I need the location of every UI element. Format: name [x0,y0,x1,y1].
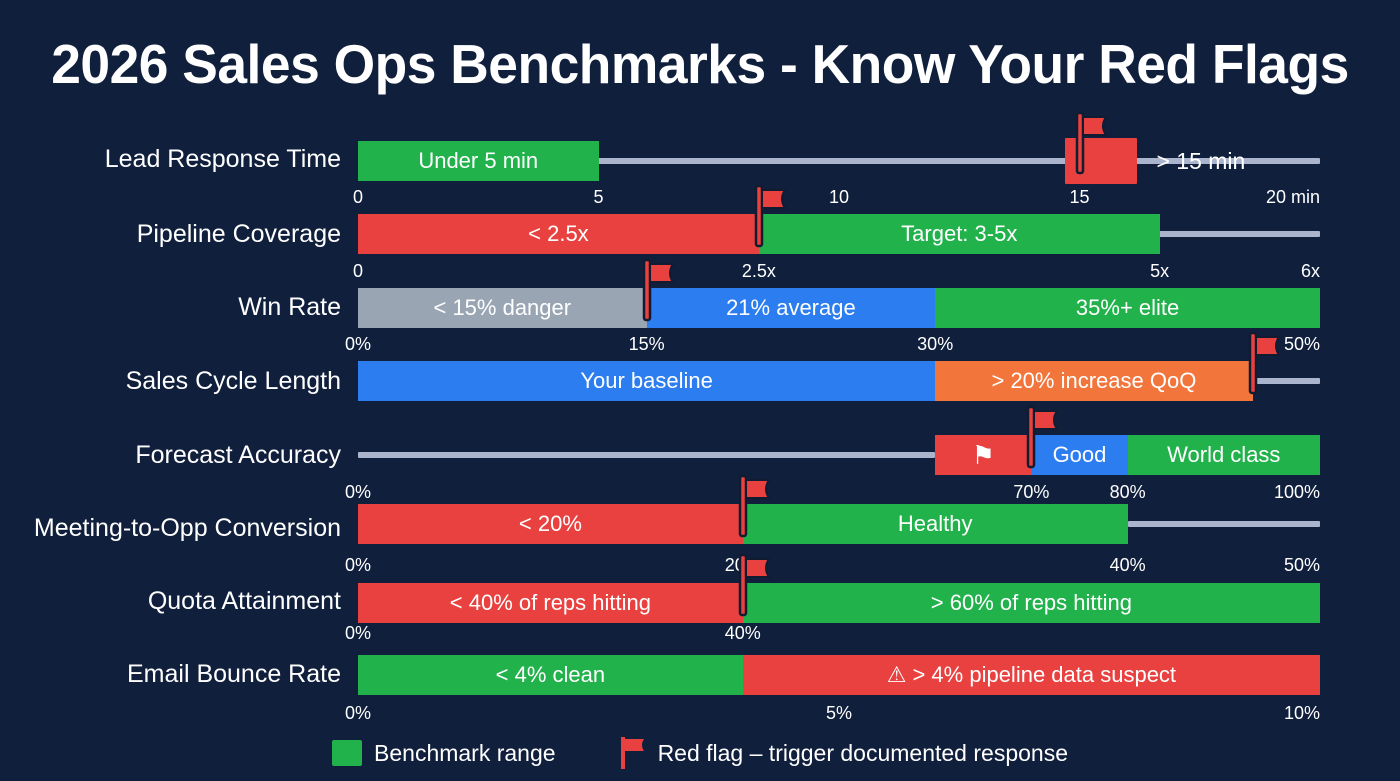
axis-track [1252,378,1320,384]
benchmark-segment: < 4% clean [358,655,743,695]
axis-tick-label: 15 [1069,187,1090,207]
axis-tick-label: 70% [1013,482,1050,502]
axis-tick-label: 2.5x [741,261,776,281]
chart-legend: Benchmark range Red flag – trigger docum… [0,736,1400,770]
row-label: Forecast Accuracy [135,441,341,469]
benchmark-segment: > 20% increase QoQ [935,361,1253,401]
benchmark-segment: Under 5 min [358,141,599,181]
segment-label: Under 5 min [418,148,539,173]
legend-label: Red flag – trigger documented response [657,739,1068,766]
segment-label: < 20% [518,511,582,536]
red-flag-icon [1026,405,1060,469]
axis-tick-label: 80% [1109,482,1146,502]
segment-label: > 20% increase QoQ [991,368,1197,393]
legend-item-red-flag: Red flag – trigger documented response [620,736,1068,770]
legend-label: Benchmark range [374,739,556,766]
row-label: Lead Response Time [104,145,341,173]
red-flag-icon [738,474,772,538]
red-flag-icon [642,258,676,322]
axis-tick-label: 0% [344,334,372,354]
segment-label: 35%+ elite [1075,295,1180,320]
axis-track [358,158,1320,164]
segment-label: > 4% pipeline data suspect [912,662,1177,687]
row-label: Sales Cycle Length [125,367,341,395]
row-label: Quota Attainment [147,587,341,615]
benchmark-segment: < 40% of reps hitting [358,583,743,623]
axis-tick-label: 5x [1150,261,1170,281]
benchmark-segment: ⚠ > 4% pipeline data suspect [742,655,1320,695]
red-flag-icon [1248,331,1282,395]
axis-tick-label: 5% [825,703,853,723]
benchmark-segment: > 60% of reps hitting [742,583,1320,623]
segment-label: < 2.5x [528,221,589,246]
axis-tick-label: 0 [352,261,364,281]
white-flag-icon: ⚑ [971,440,995,470]
red-flag-icon [754,184,788,248]
segment-label: Target: 3-5x [901,221,1018,246]
red-flag-icon [620,736,646,770]
red-flag-icon [1075,111,1109,175]
segment-label: < 4% clean [495,662,606,687]
benchmark-segment: Good [1031,435,1128,475]
row-end-label: > 15 min [1156,148,1246,174]
benchmark-segment: 35%+ elite [935,288,1320,328]
axis-tick-label: 20 min [1265,187,1320,207]
page-title: 2026 Sales Ops Benchmarks - Know Your Re… [51,33,1349,95]
row-label: Email Bounce Rate [126,660,341,688]
benchmark-segment: Target: 3-5x [758,214,1160,254]
legend-item-benchmark-range: Benchmark range [332,740,556,767]
axis-track [358,452,936,458]
segment-label: Good [1052,442,1107,467]
axis-tick-label: 0% [344,482,372,502]
axis-track [1127,521,1320,527]
benchmark-segment: Your baseline [358,361,936,401]
benchmark-segment: < 20% [358,504,743,544]
segment-label: < 15% danger [433,295,572,320]
axis-tick-label: 10 [828,187,850,207]
axis-tick-label: 15% [628,334,665,354]
axis-tick-label: 10% [1283,703,1320,723]
benchmark-segment: < 15% danger [358,288,647,328]
benchmark-segment: 21% average [646,288,936,328]
segment-label: Your baseline [580,368,713,393]
benchmark-segment: < 2.5x [358,214,759,254]
row-label: Meeting-to-Opp Conversion [33,514,341,542]
benchmark-segment: Healthy [742,504,1128,544]
axis-tick-label: 100% [1273,482,1320,502]
axis-tick-label: 0% [344,555,372,575]
axis-tick-label: 40% [1109,555,1146,575]
axis-tick-label: 30% [917,334,954,354]
segment-label: 21% average [726,295,856,320]
axis-tick-label: 50% [1283,555,1320,575]
segment-label: World class [1167,442,1281,467]
axis-tick-label: 0% [344,703,372,723]
row-label: Pipeline Coverage [136,220,341,248]
row-label: Win Rate [238,293,341,321]
axis-tick-label: 0 [352,187,364,207]
segment-label: Healthy [897,511,973,536]
segment-label: > 60% of reps hitting [930,590,1132,615]
segment-label: < 40% of reps hitting [449,590,651,615]
red-flag-icon [738,553,772,617]
green-square-icon [332,740,363,766]
axis-tick-label: 6x [1300,261,1320,281]
axis-tick-label: 0% [344,623,372,643]
axis-tick-label: 5 [593,187,604,207]
axis-tick-label: 40% [724,623,761,643]
warning-triangle-icon: ⚠ [886,662,907,687]
benchmark-segment: World class [1127,435,1320,475]
benchmark-segment: ⚑ [935,435,1032,475]
axis-tick-label: 50% [1283,334,1320,354]
